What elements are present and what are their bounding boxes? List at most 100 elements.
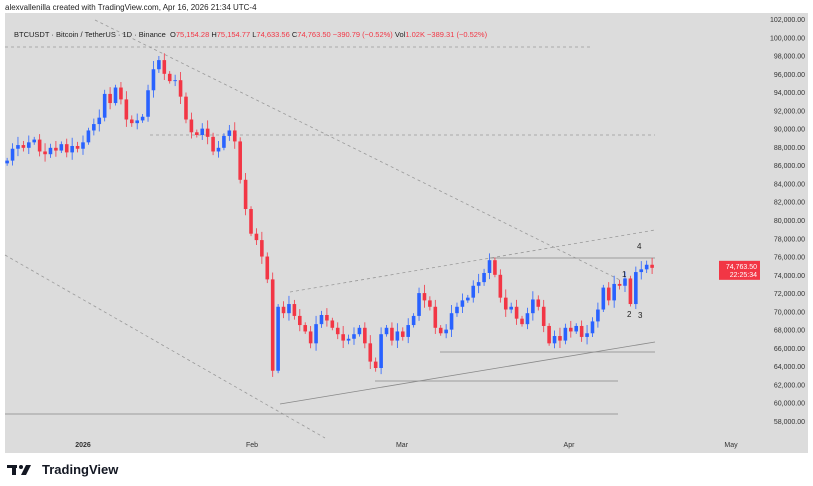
candle-body <box>363 327 367 344</box>
candle-body <box>140 116 145 121</box>
price-tick: 84,000.00 <box>774 181 805 188</box>
trend-line <box>4 254 326 439</box>
candle-body <box>43 151 47 155</box>
candle-body <box>471 285 476 298</box>
candle-body <box>238 141 242 180</box>
candle-body <box>639 269 644 273</box>
trend-line <box>279 341 656 405</box>
candle-body <box>341 334 345 341</box>
candle-body <box>298 315 302 326</box>
price-tick: 80,000.00 <box>774 218 805 225</box>
candle-body <box>498 274 503 298</box>
candle-body <box>16 145 20 149</box>
candle-body <box>113 87 118 104</box>
price-tick: 90,000.00 <box>774 127 805 134</box>
candle-body <box>330 320 335 328</box>
candle-body <box>476 282 481 286</box>
trend-line <box>289 229 656 293</box>
candle-body <box>520 318 524 325</box>
candle-body <box>525 313 530 325</box>
candle-body <box>558 336 562 341</box>
candle-body <box>579 325 584 337</box>
candle-body <box>422 293 427 301</box>
candle-body <box>54 147 58 151</box>
high-value: 75,154.77 <box>216 30 251 39</box>
time-tick: May <box>724 442 738 449</box>
close-label: C <box>291 30 298 39</box>
candle-body <box>325 315 329 321</box>
candle-body <box>157 60 161 70</box>
candle-body <box>59 144 64 151</box>
candle-body <box>102 93 107 118</box>
candle-body <box>184 96 188 120</box>
candle-body <box>27 142 31 148</box>
high-label: H <box>211 30 217 39</box>
candle-body <box>634 272 638 305</box>
chart-credit: alexvallenilla created with TradingView.… <box>5 3 257 12</box>
candle-body <box>596 309 600 322</box>
candle-body <box>48 147 53 155</box>
candle-body <box>146 90 150 117</box>
candle-body <box>390 327 394 341</box>
bar-countdown: 22:25:34 <box>730 272 757 279</box>
price-tick: 86,000.00 <box>774 163 805 170</box>
candle-body <box>536 299 541 307</box>
price-tick: 68,000.00 <box>774 328 805 335</box>
price-tick: 76,000.00 <box>774 255 805 262</box>
price-tick: 82,000.00 <box>774 200 805 207</box>
time-tick: Apr <box>564 442 576 449</box>
candle-body <box>5 160 9 164</box>
candle-body <box>314 324 318 344</box>
candle-body <box>135 120 139 124</box>
candle-body <box>243 179 248 210</box>
tv-logo-icon <box>7 464 31 475</box>
candle-body <box>628 278 633 305</box>
candle-body <box>623 278 627 286</box>
candle-body <box>205 128 210 137</box>
candle-body <box>379 334 383 368</box>
candle-body <box>222 135 226 148</box>
open-label: O <box>170 30 176 39</box>
price-tick: 92,000.00 <box>774 108 805 115</box>
candle-body <box>37 139 42 152</box>
price-tick: 72,000.00 <box>774 291 805 298</box>
candle-body <box>503 297 508 310</box>
candle-body <box>373 361 378 368</box>
candle-body <box>460 300 465 307</box>
tradingview-logo: TradingView <box>7 462 118 477</box>
candle-body <box>97 117 102 125</box>
candle-body <box>493 260 497 275</box>
candle-body <box>319 315 324 325</box>
candle-body <box>514 306 519 319</box>
low-value: 74,633.56 <box>256 30 290 39</box>
chart-area[interactable]: BTCUSDT · Bitcoin / TetherUS · 1D · Bina… <box>5 13 808 453</box>
candle-body <box>216 147 221 152</box>
price-tick: 102,000.00 <box>770 17 805 24</box>
candle-body <box>466 297 470 301</box>
candle-body <box>249 209 253 234</box>
candle-body <box>433 306 438 328</box>
change-value: −390.79 (−0.52%) <box>332 30 393 39</box>
candle-body <box>276 306 280 371</box>
candle-body <box>384 327 389 335</box>
wave-label-4: 4 <box>637 242 642 251</box>
candle-body <box>21 145 26 148</box>
candle-body <box>444 329 448 334</box>
price-tick: 62,000.00 <box>774 382 805 389</box>
candle-body <box>303 325 308 332</box>
candle-body <box>406 325 410 337</box>
candle-body <box>64 144 69 153</box>
candle-body <box>346 338 351 341</box>
volume-label: Vol <box>394 30 406 39</box>
candle-body <box>173 80 177 82</box>
candle-body <box>260 240 264 257</box>
price-tick: 96,000.00 <box>774 72 805 79</box>
candle-body <box>612 283 616 301</box>
candle-body <box>531 299 535 314</box>
candle-body <box>617 283 622 286</box>
price-tick: 64,000.00 <box>774 364 805 371</box>
candle-body <box>449 313 454 330</box>
candle-body <box>232 130 237 142</box>
candle-body <box>482 272 486 283</box>
